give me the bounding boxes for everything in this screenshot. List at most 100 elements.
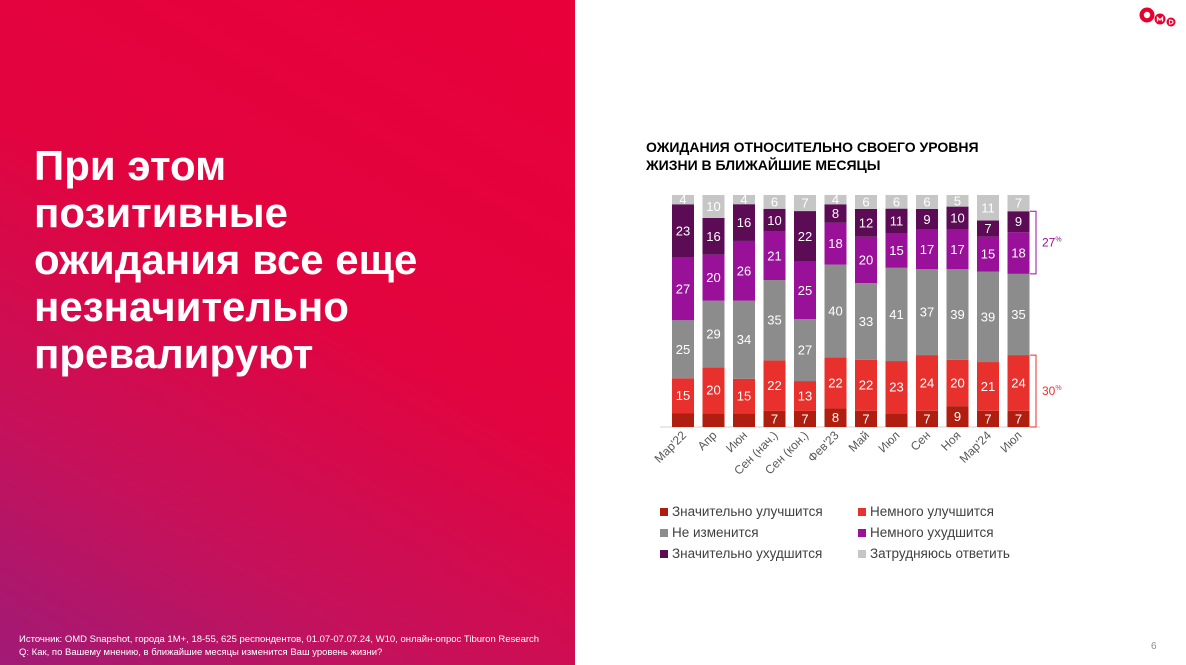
bar-segment bbox=[763, 208, 786, 232]
data-label: 18 bbox=[1011, 246, 1025, 261]
bar-segment bbox=[946, 359, 969, 407]
bar-segment bbox=[824, 204, 847, 223]
bar-segment bbox=[1007, 410, 1030, 427]
bar-segment bbox=[672, 320, 694, 379]
data-label: 27 bbox=[676, 281, 690, 296]
data-label: 21 bbox=[767, 248, 781, 263]
legend-label: Затрудняюсь ответить bbox=[870, 546, 1010, 561]
data-label: 11 bbox=[890, 214, 904, 229]
data-label: 12 bbox=[859, 215, 873, 230]
bar-segment bbox=[885, 361, 908, 414]
data-label: 15 bbox=[889, 243, 903, 258]
data-label: 22 bbox=[859, 378, 873, 393]
bar-segment bbox=[946, 406, 969, 427]
bar-segment bbox=[702, 217, 725, 255]
x-tick-label: Июл bbox=[875, 428, 902, 455]
bar-segment bbox=[794, 211, 816, 262]
bar-segment bbox=[702, 254, 725, 301]
bar-segment bbox=[855, 410, 877, 427]
bar-segment bbox=[824, 195, 847, 205]
x-tick-label: Сен bbox=[908, 428, 933, 453]
bar-segment bbox=[855, 359, 877, 411]
data-label: 7 bbox=[984, 411, 991, 426]
bar-segment bbox=[916, 208, 938, 230]
bar-segment bbox=[885, 195, 908, 209]
bar-segment bbox=[672, 378, 694, 414]
bar-segment bbox=[946, 229, 969, 270]
data-label: 20 bbox=[706, 270, 720, 285]
x-tick-label: Май bbox=[846, 428, 873, 455]
bar-segment bbox=[916, 410, 938, 427]
bar-segment bbox=[855, 195, 877, 209]
bar-segment bbox=[794, 195, 816, 212]
legend-swatch bbox=[858, 507, 866, 516]
bar-segment bbox=[916, 229, 938, 270]
legend-item: Не изменится bbox=[660, 525, 759, 540]
worsening-total-bracket bbox=[1030, 210, 1037, 275]
data-label: 8 bbox=[832, 410, 839, 425]
omd-logo bbox=[1139, 7, 1176, 27]
bar-segment bbox=[672, 195, 694, 205]
worsening-total-annotation: 27% bbox=[1042, 236, 1062, 250]
data-label: 17 bbox=[950, 242, 964, 257]
page-number: 6 bbox=[1151, 641, 1157, 652]
bar-segment bbox=[794, 261, 816, 320]
legend-label: Значительно ухудшится bbox=[672, 546, 823, 561]
data-label: 33 bbox=[859, 314, 873, 329]
data-label: 6 bbox=[771, 194, 778, 209]
legend-label: Немного ухудшится bbox=[870, 525, 994, 540]
data-label: 10 bbox=[706, 199, 720, 214]
data-label: 40 bbox=[828, 304, 842, 319]
legend-item: Затрудняюсь ответить bbox=[858, 546, 1010, 561]
bar-segment bbox=[855, 208, 877, 237]
data-label: 4 bbox=[740, 192, 747, 207]
x-tick-label: Фев'23 bbox=[805, 428, 842, 465]
bar-segment bbox=[733, 240, 755, 301]
data-label: 7 bbox=[862, 411, 869, 426]
bar-segment bbox=[824, 408, 847, 427]
data-label: 26 bbox=[737, 263, 751, 278]
bar-segment bbox=[885, 267, 908, 362]
data-label: 4 bbox=[832, 192, 839, 207]
improvement-total-annotation: 30% bbox=[1042, 384, 1062, 398]
data-label: 9 bbox=[923, 212, 930, 227]
bar-segment bbox=[794, 319, 816, 382]
x-tick-label: Мар'24 bbox=[957, 428, 995, 466]
data-label: 13 bbox=[798, 388, 812, 403]
bar-segment bbox=[763, 231, 786, 280]
data-label: 10 bbox=[950, 211, 964, 226]
data-label: 22 bbox=[767, 378, 781, 393]
bar-segment bbox=[672, 257, 694, 321]
data-label: 22 bbox=[798, 229, 812, 244]
bar-segment bbox=[824, 222, 847, 265]
legend-label: Значительно улучшится bbox=[672, 504, 823, 519]
title-panel: При этом позитивные ожидания все еще нез… bbox=[0, 0, 575, 665]
data-label: 7 bbox=[1015, 411, 1022, 426]
data-label: 15 bbox=[737, 388, 751, 403]
data-label: 20 bbox=[859, 252, 873, 267]
data-label: 39 bbox=[950, 307, 964, 322]
x-tick-label: Ноя bbox=[938, 428, 963, 453]
bar-segment bbox=[977, 410, 999, 427]
data-label: 9 bbox=[1015, 214, 1022, 229]
bar-segment bbox=[1007, 211, 1030, 233]
data-label: 16 bbox=[737, 215, 751, 230]
data-label: 41 bbox=[889, 307, 903, 322]
bar-segment bbox=[794, 410, 816, 427]
bar-segment bbox=[1007, 232, 1030, 274]
bar-segment bbox=[1007, 355, 1030, 411]
data-label: 7 bbox=[801, 411, 808, 426]
data-label: 11 bbox=[981, 200, 995, 215]
legend-swatch bbox=[858, 528, 866, 537]
legend-swatch bbox=[660, 549, 668, 558]
bar-segment bbox=[763, 360, 786, 411]
data-label: 4 bbox=[679, 192, 686, 207]
data-label: 39 bbox=[981, 309, 995, 324]
data-label: 9 bbox=[954, 409, 961, 424]
bar-segment bbox=[733, 204, 755, 241]
bar-segment bbox=[885, 208, 908, 234]
data-label: 7 bbox=[771, 411, 778, 426]
bar-segment bbox=[946, 206, 969, 230]
bar-segment bbox=[916, 355, 938, 411]
data-label: 23 bbox=[676, 223, 690, 238]
